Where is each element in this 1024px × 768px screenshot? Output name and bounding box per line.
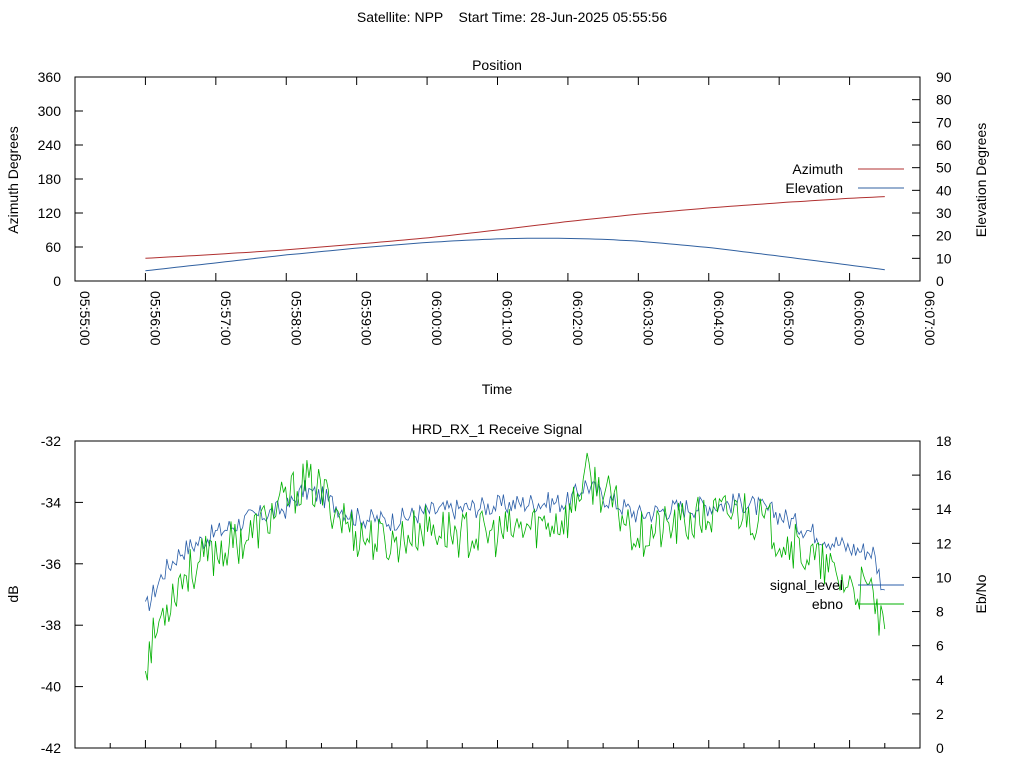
db-tick-label: -42: [41, 740, 61, 756]
azimuth-axis-label: Azimuth Degrees: [5, 126, 21, 233]
time-tick-label: 06:05:00: [781, 291, 797, 346]
elevation-tick-label: 40: [936, 182, 952, 198]
time-axis-label: Time: [482, 381, 513, 397]
position-series: [145, 196, 885, 272]
db-tick-label: -38: [41, 617, 61, 633]
db-tick-label: -34: [41, 494, 61, 510]
azimuth-tick-label: 0: [53, 273, 61, 289]
ebno-tick-label: 4: [936, 672, 944, 688]
signal-chart: HRD_RX_1 Receive Signal dB Eb/No -32-34-…: [5, 421, 989, 756]
ebno-axis-label: Eb/No: [973, 574, 989, 613]
azimuth-tick-label: 60: [45, 239, 61, 255]
elevation-tick-label: 20: [936, 228, 952, 244]
azimuth-legend-label: Azimuth: [792, 161, 843, 177]
ebno-legend-label: ebno: [812, 596, 843, 612]
signal-chart-title: HRD_RX_1 Receive Signal: [412, 421, 582, 437]
ebno-tick-label: 10: [936, 569, 952, 585]
position-chart-title: Position: [472, 57, 522, 73]
time-tick-label: 06:02:00: [570, 291, 586, 346]
position-axis-ticks: 0 60 120 180 240 300 360 0 10 20 30 40 50 60 70 80 90 05:…: [38, 69, 952, 346]
azimuth-tick-label: 300: [38, 103, 62, 119]
time-tick-label: 06:06:00: [852, 291, 868, 346]
elevation-line: [145, 237, 885, 272]
azimuth-line: [145, 196, 885, 259]
ebno-tick-label: 0: [936, 740, 944, 756]
azimuth-tick-label: 360: [38, 69, 62, 85]
ebno-line: [145, 452, 886, 681]
time-tick-label: 05:55:00: [77, 291, 93, 346]
ebno-tick-label: 6: [936, 638, 944, 654]
db-tick-label: -36: [41, 556, 61, 572]
elevation-axis-label: Elevation Degrees: [973, 123, 989, 237]
signal-plot-frame: [74, 440, 921, 749]
ebno-tick-label: 14: [936, 501, 952, 517]
position-plot-frame: [74, 76, 921, 282]
signal_level-line: [145, 480, 885, 611]
db-tick-label: -32: [41, 433, 61, 449]
azimuth-tick-label: 240: [38, 137, 62, 153]
azimuth-tick-label: 120: [38, 205, 62, 221]
position-legend: Azimuth Elevation: [785, 161, 904, 196]
ebno-tick-label: 2: [936, 706, 944, 722]
elevation-tick-label: 70: [936, 114, 952, 130]
ebno-tick-label: 18: [936, 433, 952, 449]
signal-series: [145, 452, 886, 681]
elevation-tick-label: 80: [936, 92, 952, 108]
db-tick-label: -40: [41, 679, 61, 695]
ebno-tick-label: 12: [936, 535, 952, 551]
elevation-tick-label: 10: [936, 250, 952, 266]
time-tick-label: 05:59:00: [359, 291, 375, 346]
time-tick-label: 06:03:00: [640, 291, 656, 346]
ebno-tick-label: 8: [936, 604, 944, 620]
ebno-tick-label: 16: [936, 467, 952, 483]
elevation-tick-label: 0: [936, 273, 944, 289]
azimuth-tick-label: 180: [38, 171, 62, 187]
elevation-tick-label: 30: [936, 205, 952, 221]
time-tick-label: 06:07:00: [922, 291, 938, 346]
elevation-tick-label: 50: [936, 160, 952, 176]
time-tick-label: 06:00:00: [429, 291, 445, 346]
elevation-tick-label: 90: [936, 69, 952, 85]
page-title: Satellite: NPP Start Time: 28-Jun-2025 0…: [356, 9, 668, 25]
time-tick-label: 05:56:00: [147, 291, 163, 346]
time-tick-label: 06:01:00: [500, 291, 516, 346]
position-chart: Position Azimuth Degrees Elevation Degre…: [5, 57, 989, 397]
time-tick-label: 05:58:00: [288, 291, 304, 346]
db-axis-label: dB: [5, 585, 21, 602]
time-tick-label: 05:57:00: [218, 291, 234, 346]
signal-axis-ticks: -32 -34 -36 -38 -40 -42 0 2 4 6 8 10 12 14 16 18: [41, 433, 952, 756]
signal_level-legend-label: signal_level: [770, 577, 843, 593]
elevation-legend-label: Elevation: [785, 180, 843, 196]
elevation-tick-label: 60: [936, 137, 952, 153]
time-tick-label: 06:04:00: [711, 291, 727, 346]
